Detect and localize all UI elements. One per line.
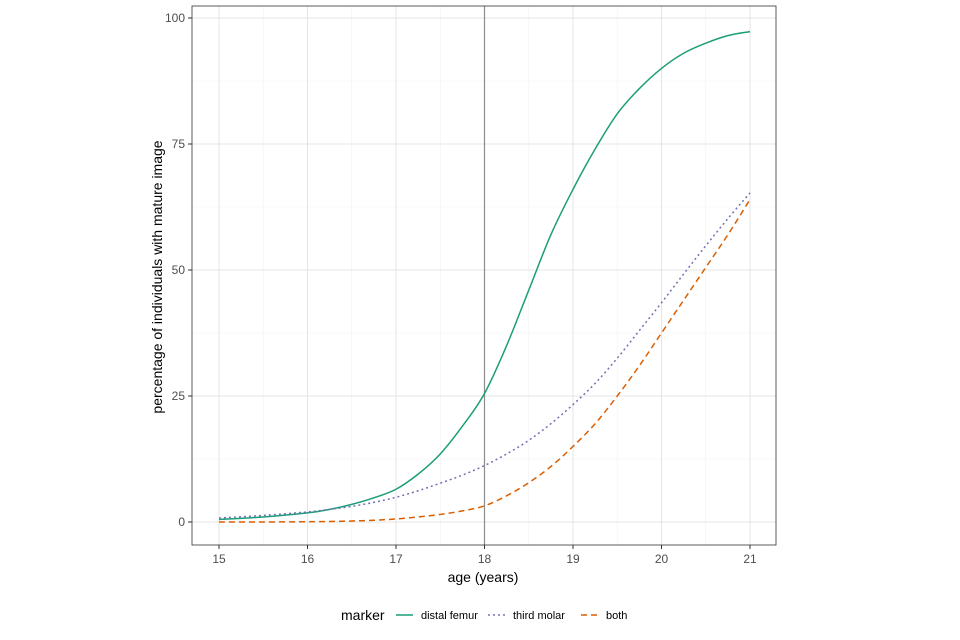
legend-label-third-molar: third molar <box>513 610 565 622</box>
legend-label-both: both <box>606 610 627 622</box>
series-line-third-molar <box>218 192 751 519</box>
x-tick-label: 18 <box>478 552 492 566</box>
series-line-distal-femur <box>218 30 751 521</box>
x-tick-label: 21 <box>743 552 757 566</box>
legend-title: marker <box>341 607 385 623</box>
x-tick-label: 16 <box>301 552 315 566</box>
x-tick-label: 17 <box>389 552 403 566</box>
x-axis: 15 16 17 18 19 20 21 <box>212 545 757 566</box>
series-line-both <box>218 199 751 523</box>
y-axis-label: percentage of individuals with mature im… <box>149 140 165 413</box>
x-tick-label: 19 <box>566 552 580 566</box>
y-tick-label: 75 <box>172 137 186 151</box>
x-tick-label: 15 <box>212 552 226 566</box>
y-tick-label: 50 <box>172 263 186 277</box>
series-group <box>218 30 751 523</box>
legend-label-distal-femur: distal femur <box>421 610 478 622</box>
x-tick-label: 20 <box>655 552 669 566</box>
y-tick-label: 100 <box>165 11 185 25</box>
x-axis-label: age (years) <box>448 569 519 585</box>
legend: marker distal femur third molar both <box>341 607 627 623</box>
y-tick-label: 0 <box>178 515 185 529</box>
y-axis: 0 25 50 75 100 <box>165 11 192 529</box>
y-tick-label: 25 <box>172 389 186 403</box>
